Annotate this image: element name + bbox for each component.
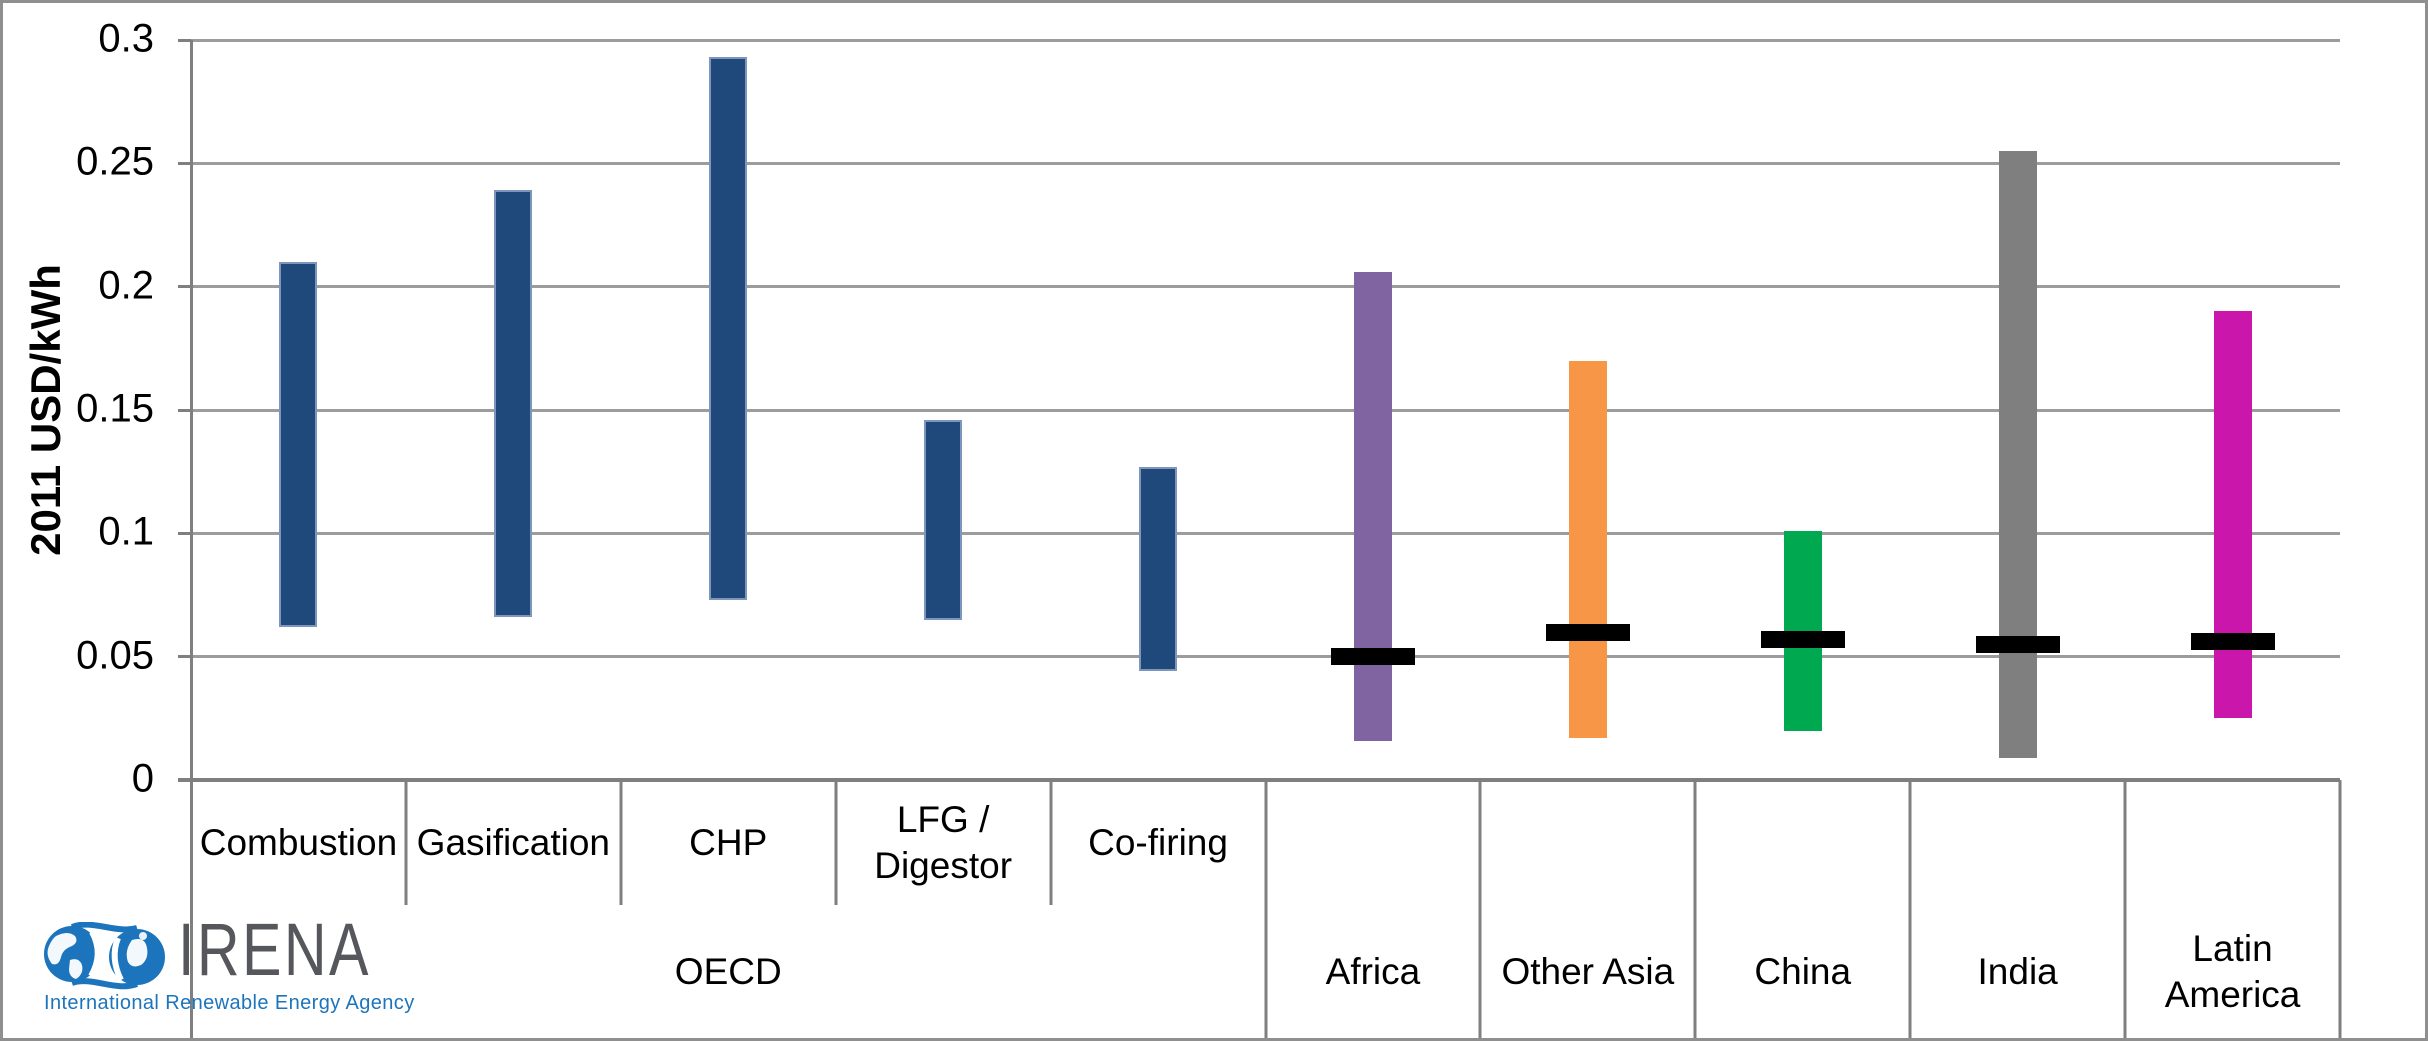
group-separator [1264, 780, 1267, 1038]
y-tick-label: 0.25 [76, 139, 154, 184]
range-bar-other-asia [1568, 360, 1607, 739]
weighted-average-marker [1760, 630, 1845, 648]
gridline [191, 531, 2340, 535]
range-bar-india [1998, 151, 2037, 758]
category-label: Gasification [416, 821, 610, 863]
y-tick-label: 0 [131, 756, 154, 801]
group-separator [1478, 780, 1482, 1038]
gridline [191, 38, 2340, 42]
group-separator [1908, 780, 1912, 1038]
group-separator [2338, 780, 2342, 1038]
weighted-average-marker [1975, 635, 2060, 653]
y-tick-mark [178, 531, 191, 535]
range-bar-oecd [1139, 466, 1178, 672]
globe-infinity-icon [44, 922, 165, 990]
y-tick-mark [178, 161, 191, 165]
group-label: OECD [674, 950, 782, 992]
range-bar-oecd [494, 190, 533, 618]
range-bar-oecd [279, 262, 318, 628]
group-separator [2123, 780, 2127, 1038]
y-tick-label: 0.15 [76, 386, 154, 431]
y-axis-line [189, 40, 193, 1038]
irena-logo: IRENA International Renewable Energy Age… [42, 913, 442, 1020]
gridline [191, 408, 2340, 412]
group-separator [1693, 780, 1697, 1038]
gridline [191, 655, 2340, 659]
group-label: India [1977, 950, 2058, 992]
group-label: Africa [1325, 950, 1421, 992]
weighted-average-marker [1545, 623, 1630, 641]
category-label: LFG / Digestor [874, 799, 1013, 886]
category-separator [834, 780, 838, 905]
category-separator [1049, 780, 1053, 905]
gridline [191, 285, 2340, 289]
y-tick-mark [178, 38, 191, 42]
range-bar-oecd [924, 419, 963, 620]
irena-wordmark: IRENA [178, 908, 371, 991]
range-bar-africa [1353, 271, 1392, 741]
group-label: Other Asia [1501, 950, 1675, 992]
category-label: CHP [689, 821, 768, 863]
y-tick-mark [178, 408, 191, 412]
x-axis-line [178, 778, 2340, 782]
range-bar-latin-america [2213, 311, 2252, 719]
range-bar-china [1783, 530, 1822, 731]
y-tick-mark [178, 285, 191, 289]
category-separator [404, 780, 408, 905]
weighted-average-marker [1330, 648, 1415, 666]
group-label: China [1754, 950, 1852, 992]
range-bar-oecd [709, 57, 748, 600]
category-separator [619, 780, 623, 905]
category-label: Co-firing [1088, 821, 1228, 863]
y-tick-mark [178, 655, 191, 659]
y-tick-label: 0.1 [98, 509, 154, 554]
irena-tagline: International Renewable Energy Agency [44, 992, 415, 1014]
category-label: Combustion [199, 821, 398, 863]
y-tick-label: 0.3 [98, 16, 154, 61]
gridline [191, 161, 2340, 165]
group-label: Latin America [2164, 928, 2301, 1015]
weighted-average-marker [2190, 633, 2275, 651]
y-tick-label: 0.05 [76, 633, 154, 678]
y-tick-label: 0.2 [98, 263, 154, 308]
